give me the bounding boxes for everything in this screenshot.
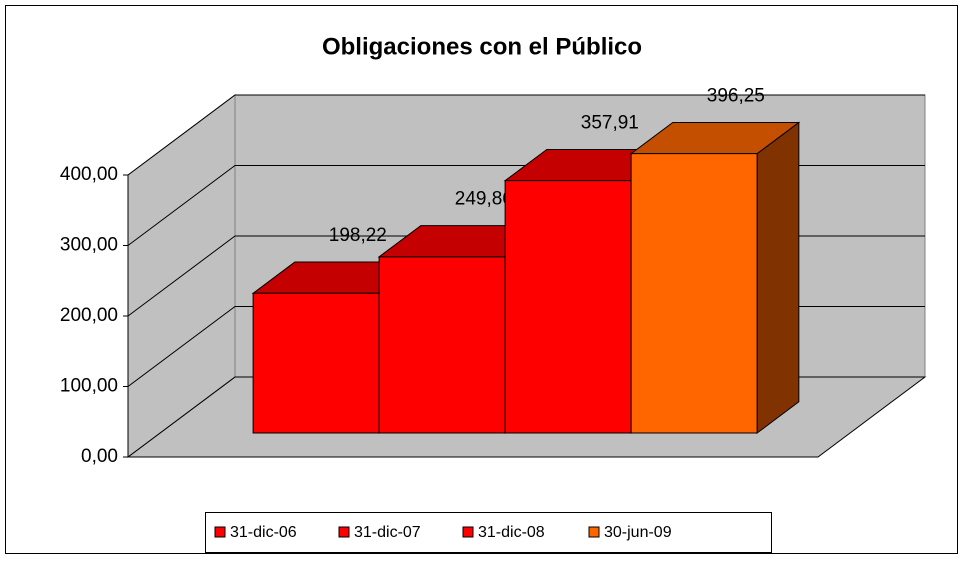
chart-title: Obligaciones con el Público [322, 33, 642, 60]
bar [378, 256, 506, 434]
y-tick-label: 200,00 [60, 305, 118, 326]
legend-swatch [214, 526, 226, 538]
bar [630, 153, 758, 434]
y-tick-label: 300,00 [60, 235, 118, 256]
y-tick-label: 400,00 [60, 164, 118, 185]
bar-side [756, 121, 800, 434]
legend-swatch [462, 526, 474, 538]
data-label: 198,22 [329, 225, 387, 246]
y-tick-label: 100,00 [60, 376, 118, 397]
data-label: 357,91 [581, 112, 639, 133]
legend-label: 31-dic-08 [478, 524, 545, 541]
legend [205, 512, 772, 553]
bar [504, 180, 632, 434]
grid-line [127, 94, 925, 176]
y-tick-label: 0,00 [81, 446, 118, 467]
legend-label: 31-dic-06 [230, 524, 297, 541]
bar [252, 292, 380, 434]
legend-swatch [588, 526, 600, 538]
legend-label: 30-jun-09 [604, 524, 672, 541]
legend-swatch [338, 526, 350, 538]
data-label: 249,86 [455, 189, 513, 210]
data-label: 396,25 [707, 85, 765, 106]
legend-label: 31-dic-07 [354, 524, 421, 541]
